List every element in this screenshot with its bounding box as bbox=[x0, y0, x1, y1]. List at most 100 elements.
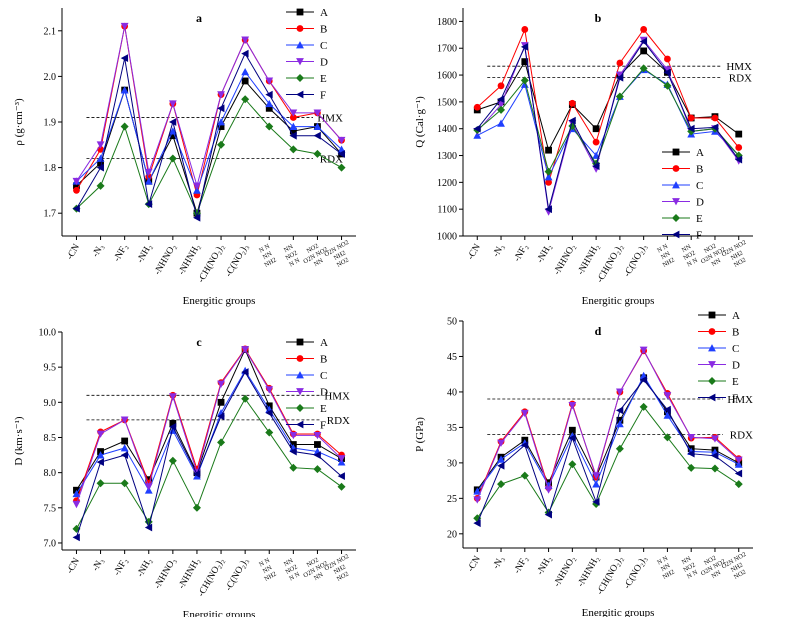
data-point bbox=[639, 375, 648, 384]
x-tick-label: -C(NO₂)₃ bbox=[223, 242, 251, 279]
reference-label-hmx: HMX bbox=[727, 394, 753, 406]
x-struct-label-line1: NN bbox=[681, 243, 693, 254]
series-C bbox=[72, 366, 346, 498]
data-point bbox=[144, 177, 153, 185]
x-struct-label-line3: N N bbox=[686, 257, 699, 269]
x-struct-label-line1: N N bbox=[258, 557, 271, 569]
data-point bbox=[168, 118, 177, 126]
data-point bbox=[314, 441, 321, 448]
series-line-E bbox=[76, 98, 342, 215]
data-point bbox=[217, 398, 225, 406]
x-tick-label: -NF₂ bbox=[112, 557, 130, 578]
data-point bbox=[120, 86, 129, 94]
y-tick-label: 7.5 bbox=[44, 503, 57, 514]
data-point bbox=[169, 420, 177, 427]
data-point bbox=[217, 412, 225, 421]
series-D bbox=[72, 22, 346, 190]
series-line-D bbox=[76, 348, 342, 505]
data-point bbox=[313, 431, 322, 440]
panel-label: a bbox=[196, 11, 202, 25]
legend-label-B: B bbox=[732, 327, 739, 339]
legend-label-B: B bbox=[696, 164, 703, 176]
x-tick-label: -CN bbox=[65, 242, 82, 261]
reference-label-rdx: RDX bbox=[320, 153, 343, 165]
legend-label-A: A bbox=[696, 147, 704, 159]
data-point bbox=[169, 132, 177, 140]
legend-label-C: C bbox=[732, 343, 739, 355]
series-line-A bbox=[76, 348, 342, 491]
x-struct-label-line3: NN bbox=[710, 257, 722, 268]
data-point bbox=[193, 213, 201, 222]
data-point bbox=[265, 408, 273, 417]
data-point bbox=[497, 455, 505, 463]
series-B bbox=[473, 26, 743, 186]
y-tick-label: 2.0 bbox=[44, 72, 57, 83]
data-point bbox=[241, 95, 250, 104]
x-tick-label: -NHNH₂ bbox=[177, 243, 203, 277]
series-D bbox=[473, 346, 743, 504]
data-point bbox=[265, 90, 273, 99]
data-point bbox=[96, 451, 105, 459]
series-line-C bbox=[477, 69, 740, 179]
legend-label-E: E bbox=[320, 403, 327, 415]
panel-label: c bbox=[196, 335, 202, 349]
series-line-B bbox=[476, 27, 740, 183]
data-point bbox=[521, 58, 529, 66]
y-tick-label: 35 bbox=[447, 423, 457, 434]
legend-marker-B bbox=[672, 165, 680, 172]
legend-marker-D bbox=[708, 361, 716, 369]
data-point bbox=[337, 482, 346, 491]
legend-marker-D bbox=[296, 388, 304, 396]
series-F bbox=[473, 37, 743, 214]
reference-label-rdx: RDX bbox=[729, 72, 752, 84]
data-point bbox=[120, 444, 129, 452]
x-tick-label: -NHNH₂ bbox=[576, 243, 602, 277]
x-struct-label-line2: NN bbox=[262, 564, 274, 575]
legend-marker-E bbox=[296, 404, 304, 412]
series-line-A bbox=[476, 376, 739, 491]
x-tick-label: -C(NO₂)₃ bbox=[622, 554, 650, 591]
data-point bbox=[241, 67, 250, 76]
data-point bbox=[663, 81, 672, 90]
legend-marker-E bbox=[672, 214, 680, 222]
x-tick-label: -NHNO₂ bbox=[552, 243, 578, 277]
data-point bbox=[289, 122, 298, 130]
legend-label-E: E bbox=[320, 73, 327, 85]
legend-marker-B bbox=[708, 328, 716, 335]
x-tick-label: -NHNH₂ bbox=[177, 557, 203, 591]
y-tick-label: 8.5 bbox=[44, 433, 57, 444]
x-tick-label: -NH₂ bbox=[535, 243, 554, 265]
y-tick-label: 1600 bbox=[437, 71, 457, 82]
x-tick-label: -NHNH₂ bbox=[576, 555, 602, 589]
data-point bbox=[313, 451, 321, 459]
data-point bbox=[710, 464, 719, 473]
data-point bbox=[265, 104, 273, 112]
x-tick-label: -NF₂ bbox=[512, 243, 530, 264]
x-tick-label: -NF₂ bbox=[112, 243, 130, 264]
data-point bbox=[615, 73, 624, 82]
series-line-F bbox=[476, 379, 739, 524]
x-tick-label: -NH₂ bbox=[136, 557, 155, 579]
data-point bbox=[289, 463, 298, 472]
data-point bbox=[615, 444, 624, 453]
data-point bbox=[96, 430, 105, 438]
data-point bbox=[313, 465, 322, 474]
data-point bbox=[545, 146, 552, 154]
legend-label-D: D bbox=[696, 197, 704, 209]
data-point bbox=[734, 460, 743, 468]
x-struct-label-line2: NN bbox=[660, 250, 672, 261]
data-point bbox=[497, 82, 505, 90]
data-point bbox=[217, 438, 226, 447]
x-axis-title: Energitic groups bbox=[183, 609, 256, 617]
x-struct-label-line1: N N bbox=[656, 555, 669, 567]
y-tick-label: 1700 bbox=[437, 44, 457, 55]
data-point bbox=[615, 419, 624, 428]
data-point bbox=[168, 100, 177, 108]
data-point bbox=[663, 66, 672, 74]
data-point bbox=[120, 479, 129, 488]
legend-marker-F bbox=[672, 230, 680, 239]
data-point bbox=[168, 393, 177, 401]
legend-label-A: A bbox=[320, 7, 328, 19]
